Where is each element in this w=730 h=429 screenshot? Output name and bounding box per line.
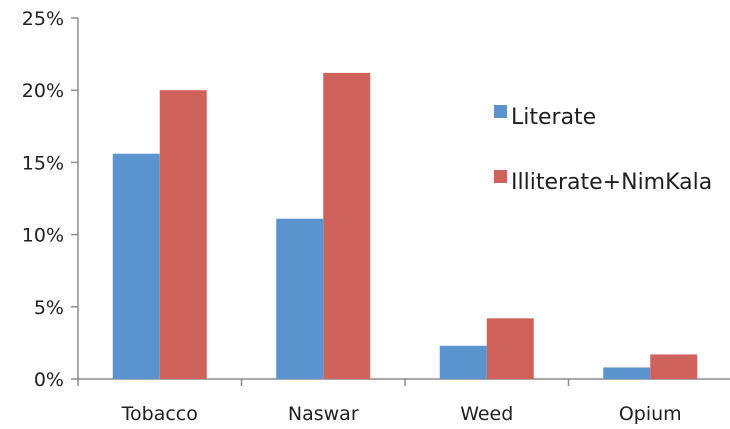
- bar-opium-illiterate-nimkala: [650, 354, 698, 379]
- x-tick-label-naswar: Naswar: [288, 403, 359, 425]
- y-tick-label: 5%: [34, 297, 64, 319]
- y-tick-label: 20%: [22, 80, 64, 102]
- y-axis: 0% 5% 10% 15% 20% 25%: [22, 8, 79, 391]
- bar-tobacco-illiterate-nimkala: [159, 90, 207, 379]
- legend-swatch-illiterate-nimkala: [494, 170, 507, 183]
- y-tick-label: 25%: [22, 8, 64, 30]
- bars: [112, 72, 698, 379]
- x-tick-label-opium: Opium: [619, 403, 682, 425]
- bar-naswar-literate: [276, 218, 324, 379]
- y-tick-label: 0%: [34, 369, 64, 391]
- bar-tobacco-literate: [112, 153, 160, 379]
- x-axis: Tobacco Naswar Weed Opium: [77, 378, 730, 425]
- legend: Literate Illiterate+NimKala: [494, 105, 712, 195]
- legend-swatch-literate: [494, 105, 507, 118]
- legend-label-illiterate-nimkala: Illiterate+NimKala: [511, 170, 712, 195]
- bar-naswar-illiterate-nimkala: [323, 72, 371, 379]
- x-tick-label-weed: Weed: [460, 403, 513, 425]
- legend-label-literate: Literate: [511, 105, 596, 130]
- bar-opium-literate: [603, 367, 651, 379]
- bar-weed-literate: [439, 345, 487, 379]
- x-tick-label-tobacco: Tobacco: [121, 403, 198, 425]
- bar-weed-illiterate-nimkala: [486, 318, 534, 379]
- y-tick-label: 15%: [22, 152, 64, 174]
- y-tick-label: 10%: [22, 225, 64, 247]
